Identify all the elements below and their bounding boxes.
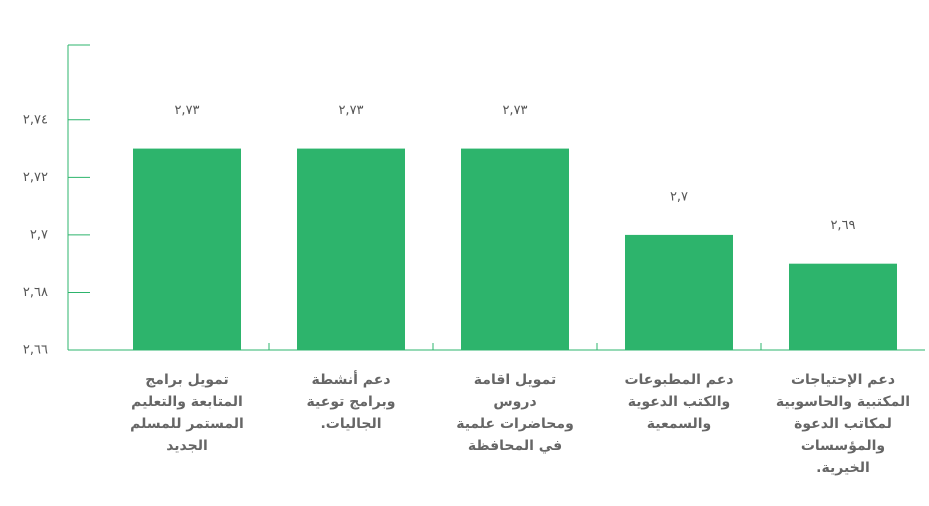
x-tick-label: تمويل اقامة دروس ومحاضرات علمية في المحافظة	[456, 372, 574, 454]
x-tick-label: تمويل برامج المتابعة والتعليم المستمر للمس…	[130, 372, 244, 454]
value-label: ٢,٧٣	[174, 103, 199, 118]
x-tick-label-line: دعم أنشطة	[311, 370, 390, 388]
x-tick-label: دعم أنشطة وبرامج توعية الجاليات.	[307, 370, 396, 432]
x-tick-label-line: لمكاتب الدعوة	[794, 416, 892, 432]
x-tick-label-line: والمؤسسات	[801, 438, 885, 454]
bar	[789, 263, 897, 350]
x-tick-label-line: الخيرية.	[816, 460, 870, 476]
value-label: ٢,٧	[670, 189, 688, 204]
bar	[133, 148, 241, 350]
value-label: ٢,٧٣	[502, 103, 527, 118]
x-tick-label-line: والسمعية	[647, 416, 712, 432]
x-tick-label-line: دعم الإحتياجات	[791, 372, 895, 388]
value-label: ٢,٧٣	[338, 103, 363, 118]
x-tick-label-line: دروس	[493, 394, 536, 410]
x-tick-label: دعم الإحتياجات المكتبية والحاسوبية لمكاتب …	[776, 372, 910, 476]
y-tick-label: ٢,٦٨	[23, 285, 48, 300]
x-tick-label-line: وبرامج توعية	[307, 394, 396, 410]
x-tick-label-line: المكتبية والحاسوبية	[776, 394, 910, 410]
x-tick-label-line: دعم المطبوعات	[624, 372, 733, 388]
bar	[297, 148, 405, 350]
x-tick-label-line: والكتب الدعوية	[628, 394, 731, 410]
y-tick-label: ٢,٧٤	[23, 112, 48, 127]
x-tick-label-line: المستمر للمسلم	[130, 416, 244, 432]
x-tick-label-line: في المحافظة	[468, 438, 562, 454]
x-tick-label-line: الجديد	[166, 438, 208, 454]
x-tick-label-line: ومحاضرات علمية	[456, 416, 574, 432]
y-tick-label: ٢,٦٦	[23, 343, 48, 358]
value-label: ٢,٦٩	[830, 218, 855, 233]
x-tick-label-line: تمويل اقامة	[474, 372, 556, 388]
x-tick-label-line: تمويل برامج	[145, 372, 229, 388]
y-tick-label: ٢,٧٢	[23, 170, 48, 185]
bar	[461, 148, 569, 350]
x-tick-label-line: الجاليات.	[320, 416, 381, 432]
x-tick-label-line: المتابعة والتعليم	[131, 394, 243, 410]
x-tick-label: دعم المطبوعات والكتب الدعوية والسمعية	[624, 372, 733, 432]
y-tick-label: ٢,٧	[30, 227, 48, 242]
bar	[625, 234, 733, 350]
